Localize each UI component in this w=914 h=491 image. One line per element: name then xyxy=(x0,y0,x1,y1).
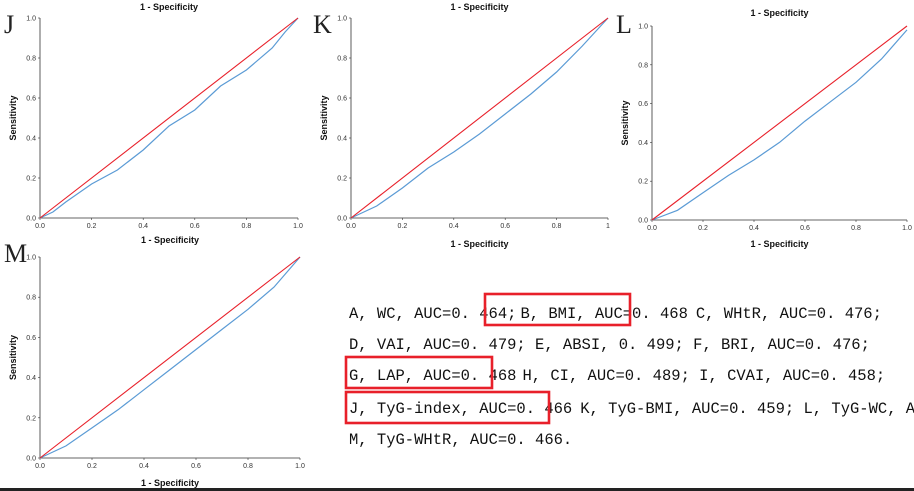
auc-annotations: A, WC, AUC=0. 464; B, BMI, AUC=0. 468 C, W… xyxy=(344,292,914,449)
x-tick-label: 1.0 xyxy=(902,225,912,232)
x-tick-label: 0.2 xyxy=(698,225,708,232)
x-tick-label: 0.2 xyxy=(398,223,408,230)
chart-panel-m: M 1 - Specificity 0.0 0.2 0.4 0.6 0.8 1.0 0.0 0.2… xyxy=(4,235,305,488)
y-tick-label: 1.0 xyxy=(26,16,36,23)
x-axis-label: 1 - Specificity xyxy=(450,239,508,249)
annotation-line3: G, LAP, AUC=0. 468 H, CI, AUC=0. 489; I, … xyxy=(349,367,885,385)
y-tick-label: 1.0 xyxy=(337,16,347,23)
annotation-b: B, BMI, AUC=0. 468 xyxy=(520,305,687,323)
x-tick-label: 0.0 xyxy=(35,463,45,470)
y-axis-label: Sensitivity xyxy=(319,95,329,140)
x-axis-label: 1 - Specificity xyxy=(750,239,808,249)
y-tick-label: 0.4 xyxy=(337,136,347,143)
roc-curve xyxy=(651,29,908,221)
annotation-line2: D, VAI, AUC=0. 479; E, ABSI, 0. 499; F, … xyxy=(349,336,870,354)
y-tick-label: 0.0 xyxy=(26,456,36,463)
x-tick-label: 0.2 xyxy=(87,223,97,230)
annotation-k: K, TyG-BMI, AUC=0. 459; L, TyG-WC, AUC=0… xyxy=(580,400,914,418)
y-tick-label: 0.8 xyxy=(26,56,36,63)
y-axis-label: Sensitivity xyxy=(8,335,18,380)
roc-curve xyxy=(350,17,609,219)
x-tick-label: 1.0 xyxy=(295,463,305,470)
annotation-line5: M, TyG-WHtR, AUC=0. 466. xyxy=(349,431,572,449)
chart-title: 1 - Specificity xyxy=(450,2,508,12)
x-tick-label: 0.2 xyxy=(87,463,97,470)
chart-panel-k: K 1 - Specificity 0.0 0.2 0.4 0.6 0.8 1 0.0 0.2 0.… xyxy=(313,2,610,249)
x-tick-label: 0.6 xyxy=(190,223,200,230)
x-tick-label: 0.4 xyxy=(449,223,459,230)
x-tick-label: 0.4 xyxy=(749,225,759,232)
x-tick-label: 0.4 xyxy=(139,463,149,470)
y-tick-label: 0.2 xyxy=(337,176,347,183)
annotation-c: C, WHtR, AUC=0. 476; xyxy=(696,305,882,323)
panel-letter: L xyxy=(616,10,632,39)
annotation-line1: A, WC, AUC=0. 464; B, BMI, AUC=0. 468 C, W… xyxy=(349,305,882,323)
bottom-rule xyxy=(0,488,914,491)
reference-line xyxy=(350,17,609,219)
panel-letter: J xyxy=(4,10,14,39)
highlight-box-tyg-index xyxy=(344,390,551,425)
chart-title: 1 - Specificity xyxy=(141,235,199,245)
y-tick-label: 0.6 xyxy=(26,96,36,103)
y-tick-label: 1.0 xyxy=(26,255,36,262)
y-tick-label: 0.4 xyxy=(26,136,36,143)
x-tick-label: 0.0 xyxy=(346,223,356,230)
y-tick-label: 0.2 xyxy=(638,179,648,186)
highlight-box-bmi xyxy=(483,292,632,327)
y-tick-label: 0.2 xyxy=(26,176,36,183)
x-tick-label: 0.6 xyxy=(800,225,810,232)
highlight-box-lap xyxy=(344,355,494,390)
chart-panel-l: L 1 - Specificity 0.0 0.2 0.4 0.6 0.8 1.0 0.0 0.2… xyxy=(616,8,912,249)
reference-line xyxy=(39,256,301,459)
charts-group: J 1 - Specificity 0.0 0.2 0.4 0.6 0.8 1.0 0.0 0.2… xyxy=(4,2,912,488)
x-tick-label: 0.0 xyxy=(647,225,657,232)
x-tick-label: 0.6 xyxy=(500,223,510,230)
reference-line xyxy=(651,25,908,221)
chart-title: 1 - Specificity xyxy=(750,8,808,18)
x-tick-label: 0.6 xyxy=(191,463,201,470)
x-tick-label: 0.4 xyxy=(138,223,148,230)
x-axis-label: 1 - Specificity xyxy=(141,478,199,488)
chart-panel-j: J 1 - Specificity 0.0 0.2 0.4 0.6 0.8 1.0 0.0 0.2… xyxy=(4,2,303,230)
annotation-j: J, TyG-index, AUC=0. 466 xyxy=(349,400,572,418)
x-tick-label: 1 xyxy=(606,223,610,230)
y-tick-label: 0.8 xyxy=(26,295,36,302)
y-tick-label: 0.6 xyxy=(337,96,347,103)
x-tick-label: 1.0 xyxy=(293,223,303,230)
x-tick-label: 0.8 xyxy=(243,463,253,470)
y-tick-label: 1.0 xyxy=(638,24,648,31)
y-tick-label: 0.8 xyxy=(337,56,347,63)
y-tick-label: 0.0 xyxy=(638,218,648,225)
annotation-a: A, WC, AUC=0. 464; xyxy=(349,305,516,323)
x-tick-label: 0.0 xyxy=(35,223,45,230)
y-tick-label: 0.2 xyxy=(26,415,36,422)
chart-title: 1 - Specificity xyxy=(140,2,198,12)
y-tick-label: 0.4 xyxy=(26,375,36,382)
y-tick-label: 0.0 xyxy=(337,216,347,223)
reference-line xyxy=(39,17,299,219)
annotation-line4: J, TyG-index, AUC=0. 466 K, TyG-BMI, AUC=… xyxy=(349,400,914,418)
y-tick-label: 0.0 xyxy=(26,216,36,223)
y-tick-label: 0.6 xyxy=(638,101,648,108)
panel-letter: K xyxy=(313,10,332,39)
y-tick-label: 0.4 xyxy=(638,140,648,147)
x-tick-label: 0.8 xyxy=(242,223,252,230)
x-tick-label: 0.8 xyxy=(851,225,861,232)
panel-letter: M xyxy=(4,239,27,268)
annotation-g: G, LAP, AUC=0. 468 xyxy=(349,367,516,385)
y-tick-label: 0.6 xyxy=(26,335,36,342)
annotation-h: H, CI, AUC=0. 489; I, CVAI, AUC=0. 458; xyxy=(522,367,885,385)
y-axis-label: Sensitivity xyxy=(620,100,630,145)
x-tick-label: 0.8 xyxy=(552,223,562,230)
y-axis-label: Sensitivity xyxy=(8,95,18,140)
roc-curve xyxy=(39,17,299,219)
y-tick-label: 0.8 xyxy=(638,62,648,69)
roc-curve xyxy=(39,256,301,459)
